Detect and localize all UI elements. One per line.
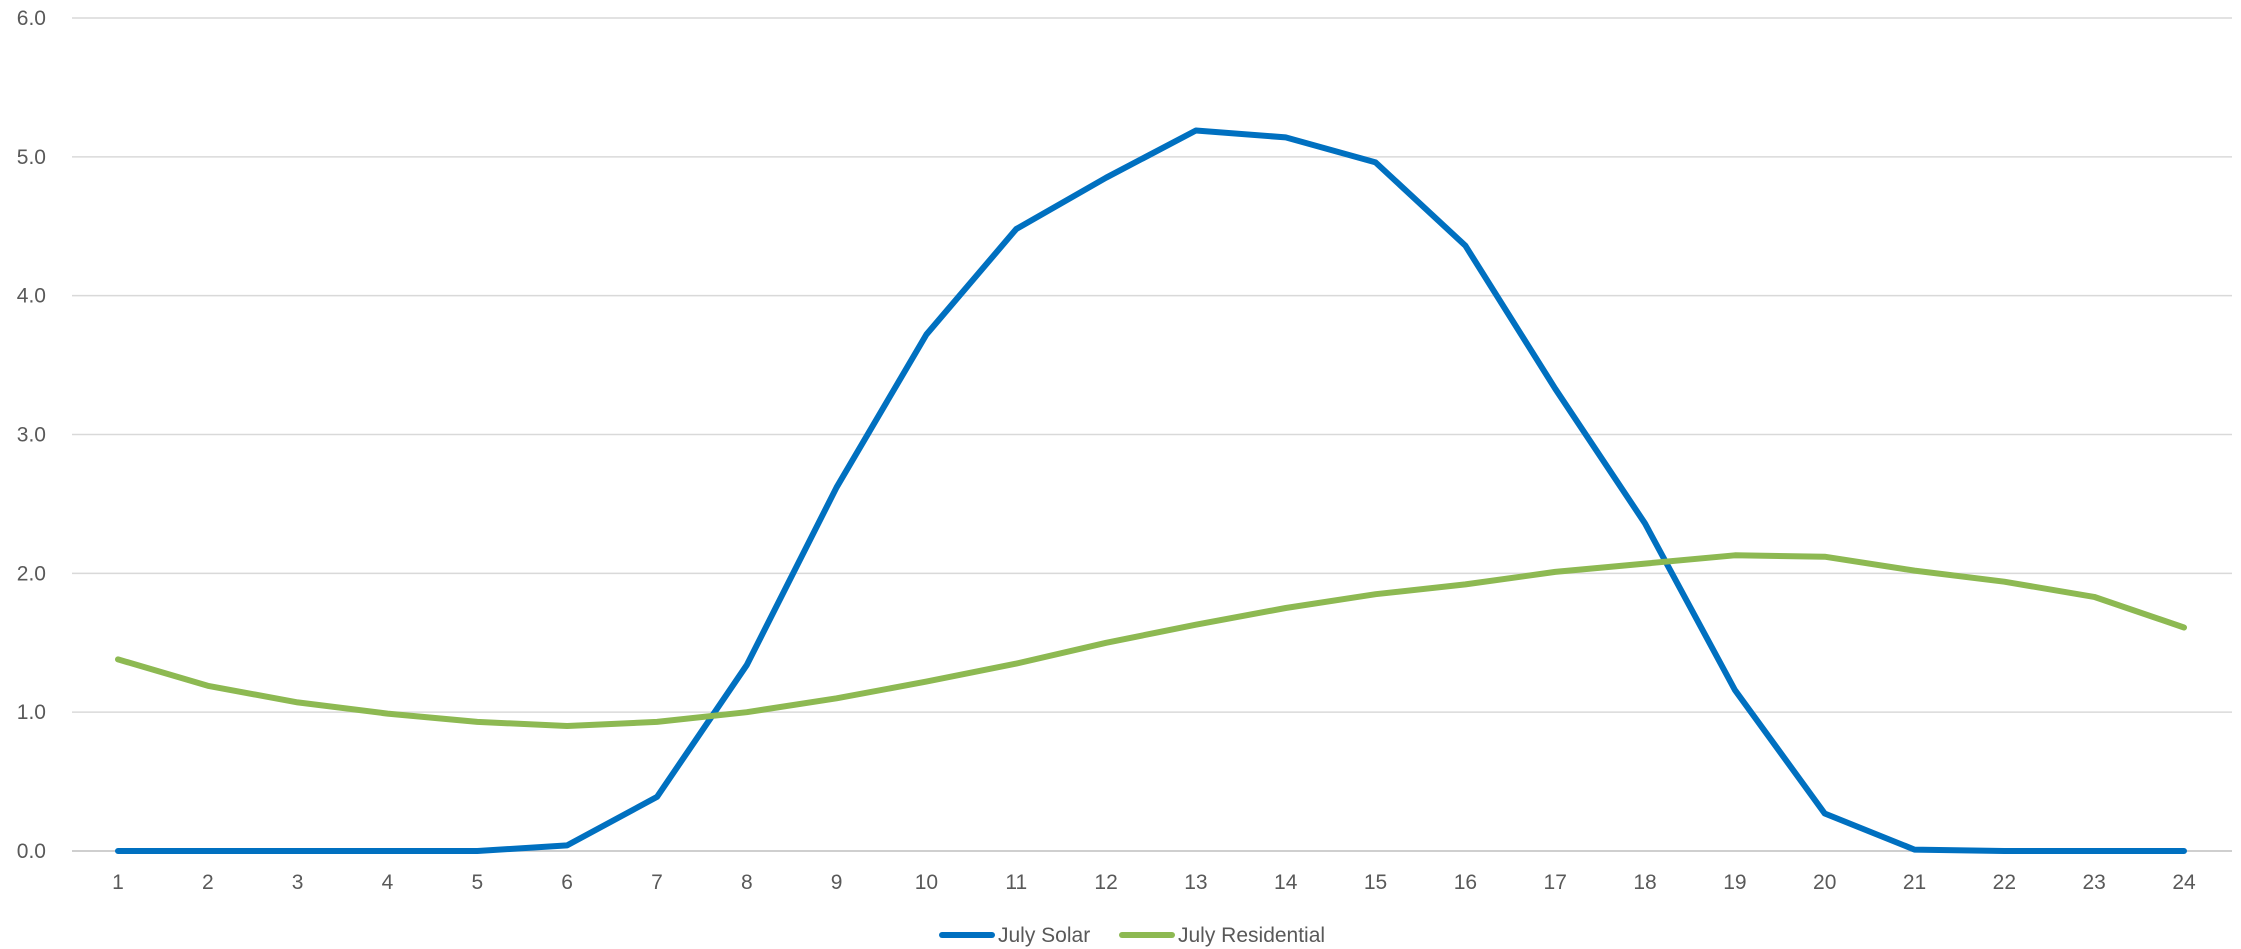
x-tick-label: 15: [1364, 871, 1387, 894]
x-tick-label: 8: [741, 871, 753, 894]
x-tick-label: 10: [915, 871, 938, 894]
legend: July Solar July Residential: [939, 924, 1325, 947]
x-tick-label: 3: [292, 871, 304, 894]
gridlines: [72, 17, 2232, 852]
x-tick-label: 4: [382, 871, 394, 894]
x-tick-label: 18: [1633, 871, 1656, 894]
y-tick-label: 2.0: [17, 562, 46, 585]
x-tick-label: 22: [1993, 871, 2016, 894]
x-tick-label: 19: [1723, 871, 1746, 894]
x-tick-label: 17: [1544, 871, 1567, 894]
x-tick-label: 12: [1094, 871, 1117, 894]
x-tick-label: 21: [1903, 871, 1926, 894]
x-tick-label: 23: [2082, 871, 2105, 894]
x-axis-tick-labels: 1 2 3 4 5 6 7 8 9 10 11 12 13 14 15 16 17 18 19 20 21 22 23 24: [112, 871, 2196, 894]
legend-label: July Solar: [998, 924, 1090, 947]
x-tick-label: 24: [2172, 871, 2196, 894]
x-tick-label: 14: [1274, 871, 1298, 894]
y-tick-label: 3.0: [17, 424, 46, 447]
x-tick-label: 13: [1184, 871, 1207, 894]
y-tick-label: 1.0: [17, 701, 46, 724]
x-tick-label: 2: [202, 871, 214, 894]
series-line-july-residential: [115, 552, 2187, 729]
x-tick-label: 11: [1005, 871, 1027, 894]
x-tick-label: 5: [471, 871, 483, 894]
x-tick-label: 6: [561, 871, 573, 894]
series-line-july-solar: [115, 127, 2187, 854]
x-tick-label: 1: [112, 871, 124, 894]
x-tick-label: 20: [1813, 871, 1836, 894]
x-tick-label: 16: [1454, 871, 1477, 894]
x-tick-label: 9: [831, 871, 843, 894]
series-lines: [115, 127, 2187, 854]
legend-label: July Residential: [1178, 924, 1325, 947]
legend-item: July Residential: [1119, 924, 1325, 947]
y-tick-label: 6.0: [17, 7, 46, 30]
y-tick-label: 0.0: [17, 840, 46, 863]
y-tick-label: 5.0: [17, 146, 46, 169]
legend-item: July Solar: [939, 924, 1090, 947]
x-tick-label: 7: [651, 871, 663, 894]
y-tick-label: 4.0: [17, 285, 46, 308]
y-axis-tick-labels: 0.0 1.0 2.0 3.0 4.0 5.0 6.0: [17, 7, 46, 863]
